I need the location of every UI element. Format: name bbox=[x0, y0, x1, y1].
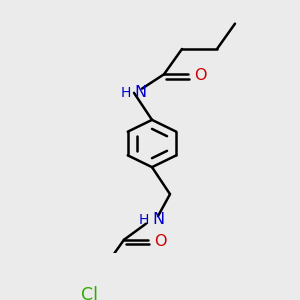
Text: H: H bbox=[121, 86, 131, 100]
Text: O: O bbox=[194, 68, 206, 83]
Text: N: N bbox=[134, 85, 146, 100]
Text: N: N bbox=[152, 212, 164, 227]
Text: O: O bbox=[154, 234, 166, 249]
Text: Cl: Cl bbox=[80, 286, 98, 300]
Text: H: H bbox=[139, 212, 149, 226]
